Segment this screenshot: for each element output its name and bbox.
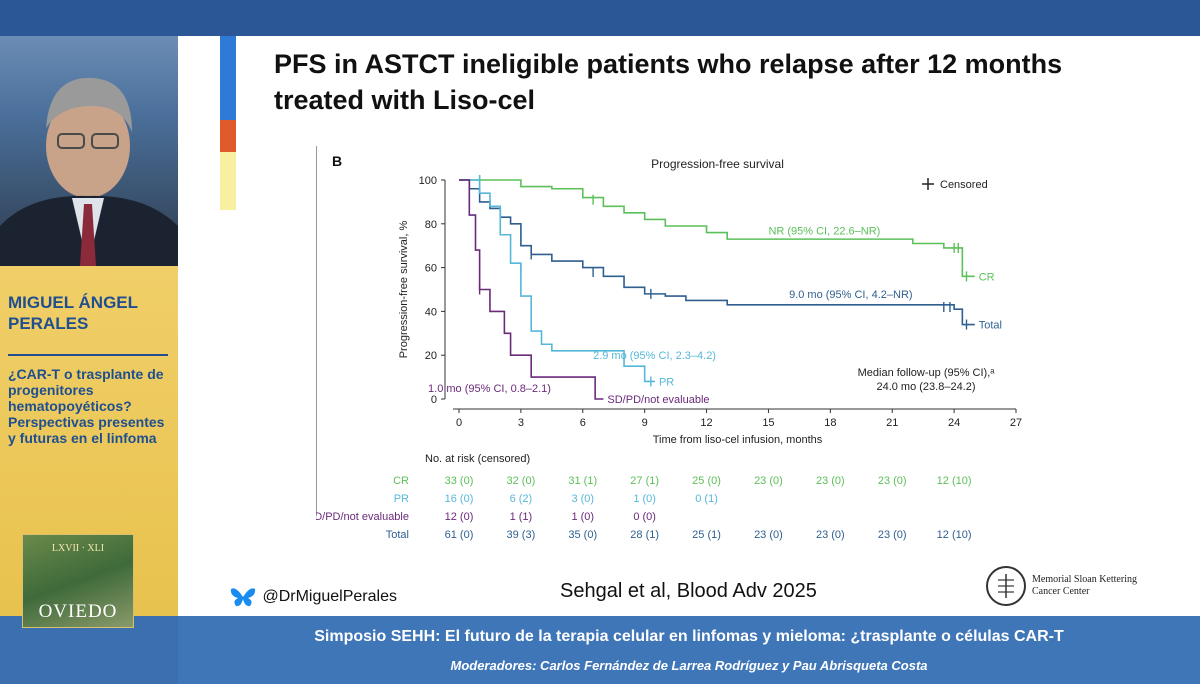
risk-cell: 12 (10): [937, 475, 972, 487]
series-annotation: 1.0 mo (95% CI, 0.8–2.1): [428, 383, 551, 395]
risk-cell: 61 (0): [445, 529, 474, 541]
risk-cell: 23 (0): [816, 475, 845, 487]
y-tick-label: 60: [425, 263, 437, 275]
event-badge: LXVII · XLI OVIEDO: [22, 534, 134, 628]
x-tick-label: 27: [1010, 417, 1022, 429]
x-tick-label: 0: [456, 417, 462, 429]
footer-title: Simposio SEHH: El futuro de la terapia c…: [314, 628, 1064, 645]
risk-cell: 12 (10): [937, 529, 972, 541]
risk-cell: 23 (0): [754, 529, 783, 541]
pfs-chart: B Progression-free survival 0 20 40 60 80 100 0 3…: [316, 146, 1056, 546]
panel-label: B: [332, 153, 342, 169]
series-line-pr: [459, 179, 655, 383]
speaker-silhouette-icon: [0, 77, 178, 266]
institution-logo: Memorial Sloan Kettering Cancer Center: [986, 566, 1156, 610]
series-line-sd-pd-not-evaluable: [459, 179, 604, 400]
y-tick-label: 80: [425, 219, 437, 231]
institution-line1: Memorial Sloan Kettering: [1032, 574, 1137, 585]
slide: PFS in ASTCT ineligible patients who rel…: [178, 36, 1200, 616]
risk-table-header: No. at risk (censored): [425, 453, 530, 465]
butterfly-icon: [230, 588, 256, 607]
x-tick-label: 21: [886, 417, 898, 429]
speaker-name: MIGUEL ÁNGEL PERALES: [8, 293, 138, 333]
accent-bar-1: [220, 36, 236, 80]
risk-cell: 23 (0): [816, 529, 845, 541]
institution-line2: Cancer Center: [1032, 586, 1090, 597]
risk-row-label: SD/PD/not evaluable: [316, 511, 409, 523]
series-end-label: Total: [979, 320, 1002, 332]
risk-row-label: CR: [393, 475, 409, 487]
censored-legend-label: Censored: [940, 179, 988, 191]
y-tick-label: 20: [425, 350, 437, 362]
y-tick-label: 0: [431, 394, 437, 406]
top-banner: [0, 0, 1200, 36]
x-tick-label: 3: [518, 417, 524, 429]
series-annotation: NR (95% CI, 22.6–NR): [768, 225, 880, 237]
risk-row-label: PR: [394, 493, 409, 505]
x-axis-label: Time from liso-cel infusion, months: [653, 434, 823, 446]
pfs-chart-svg: B Progression-free survival 0 20 40 60 80 100 0 3…: [316, 146, 1022, 541]
risk-cell: 35 (0): [568, 529, 597, 541]
divider: [8, 354, 168, 356]
footer: Simposio SEHH: El futuro de la terapia c…: [178, 616, 1200, 684]
risk-cell: 25 (0): [692, 475, 721, 487]
risk-cell: 23 (0): [878, 529, 907, 541]
risk-cell: 32 (0): [507, 475, 536, 487]
series-annotation: 2.9 mo (95% CI, 2.3–4.2): [593, 350, 716, 362]
x-tick-label: 24: [948, 417, 960, 429]
y-tick-label: 100: [419, 175, 437, 187]
x-tick-label: 9: [642, 417, 648, 429]
y-axis-label: Progression-free survival, %: [398, 221, 410, 359]
x-tick-label: 6: [580, 417, 586, 429]
x-tick-label: 15: [762, 417, 774, 429]
risk-cell: 25 (1): [692, 529, 721, 541]
risk-cell: 31 (1): [568, 475, 597, 487]
social-handle[interactable]: @DrMiguelPerales: [230, 586, 397, 608]
risk-cell: 1 (1): [510, 511, 533, 523]
risk-cell: 28 (1): [630, 529, 659, 541]
footer-moderators: Moderadores: Carlos Fernández de Larrea …: [450, 658, 928, 673]
risk-cell: 0 (0): [633, 511, 656, 523]
accent-bar-4: [220, 152, 236, 210]
risk-cell: 6 (2): [510, 493, 533, 505]
series-annotation: 9.0 mo (95% CI, 4.2–NR): [789, 289, 913, 301]
event-city: OVIEDO: [38, 601, 118, 622]
series-end-label: PR: [659, 376, 674, 388]
chart-title: Progression-free survival: [651, 157, 784, 171]
risk-cell: 1 (0): [571, 511, 594, 523]
risk-cell: 0 (1): [695, 493, 718, 505]
risk-cell: 39 (3): [507, 529, 536, 541]
event-badge-text: LXVII · XLI: [51, 543, 105, 554]
reference: Sehgal et al, Blood Adv 2025: [560, 580, 817, 602]
series-end-label: CR: [979, 271, 995, 283]
series-end-label: SD/PD/not evaluable: [607, 394, 709, 406]
slide-title: PFS in ASTCT ineligible patients who rel…: [274, 49, 1063, 115]
series-line-cr: [459, 179, 975, 278]
x-tick-label: 12: [700, 417, 712, 429]
risk-cell: 12 (0): [445, 511, 474, 523]
risk-cell: 3 (0): [571, 493, 594, 505]
accent-bar-3: [220, 120, 236, 152]
accent-bar-2: [220, 80, 236, 120]
talk-title: ¿CAR-T o trasplante de progenitores hema…: [8, 366, 165, 446]
risk-row-label: Total: [386, 529, 409, 541]
risk-cell: 23 (0): [878, 475, 907, 487]
handle-text: @DrMiguelPerales: [262, 588, 397, 606]
risk-cell: 1 (0): [633, 493, 656, 505]
followup-note: Median follow-up (95% CI),ᵃ: [858, 367, 996, 379]
msk-emblem-icon: [986, 566, 1026, 606]
followup-note: 24.0 mo (23.8–24.2): [876, 381, 975, 393]
risk-cell: 33 (0): [445, 475, 474, 487]
series-line-total: [459, 179, 975, 326]
institution-name: Memorial Sloan Kettering Cancer Center: [1032, 574, 1137, 598]
speaker-sidebar: MIGUEL ÁNGEL PERALES ¿CAR-T o trasplante…: [0, 36, 178, 628]
risk-cell: 16 (0): [445, 493, 474, 505]
risk-cell: 27 (1): [630, 475, 659, 487]
risk-cell: 23 (0): [754, 475, 783, 487]
speaker-video: [0, 36, 178, 266]
x-tick-label: 18: [824, 417, 836, 429]
y-tick-label: 40: [425, 306, 437, 318]
